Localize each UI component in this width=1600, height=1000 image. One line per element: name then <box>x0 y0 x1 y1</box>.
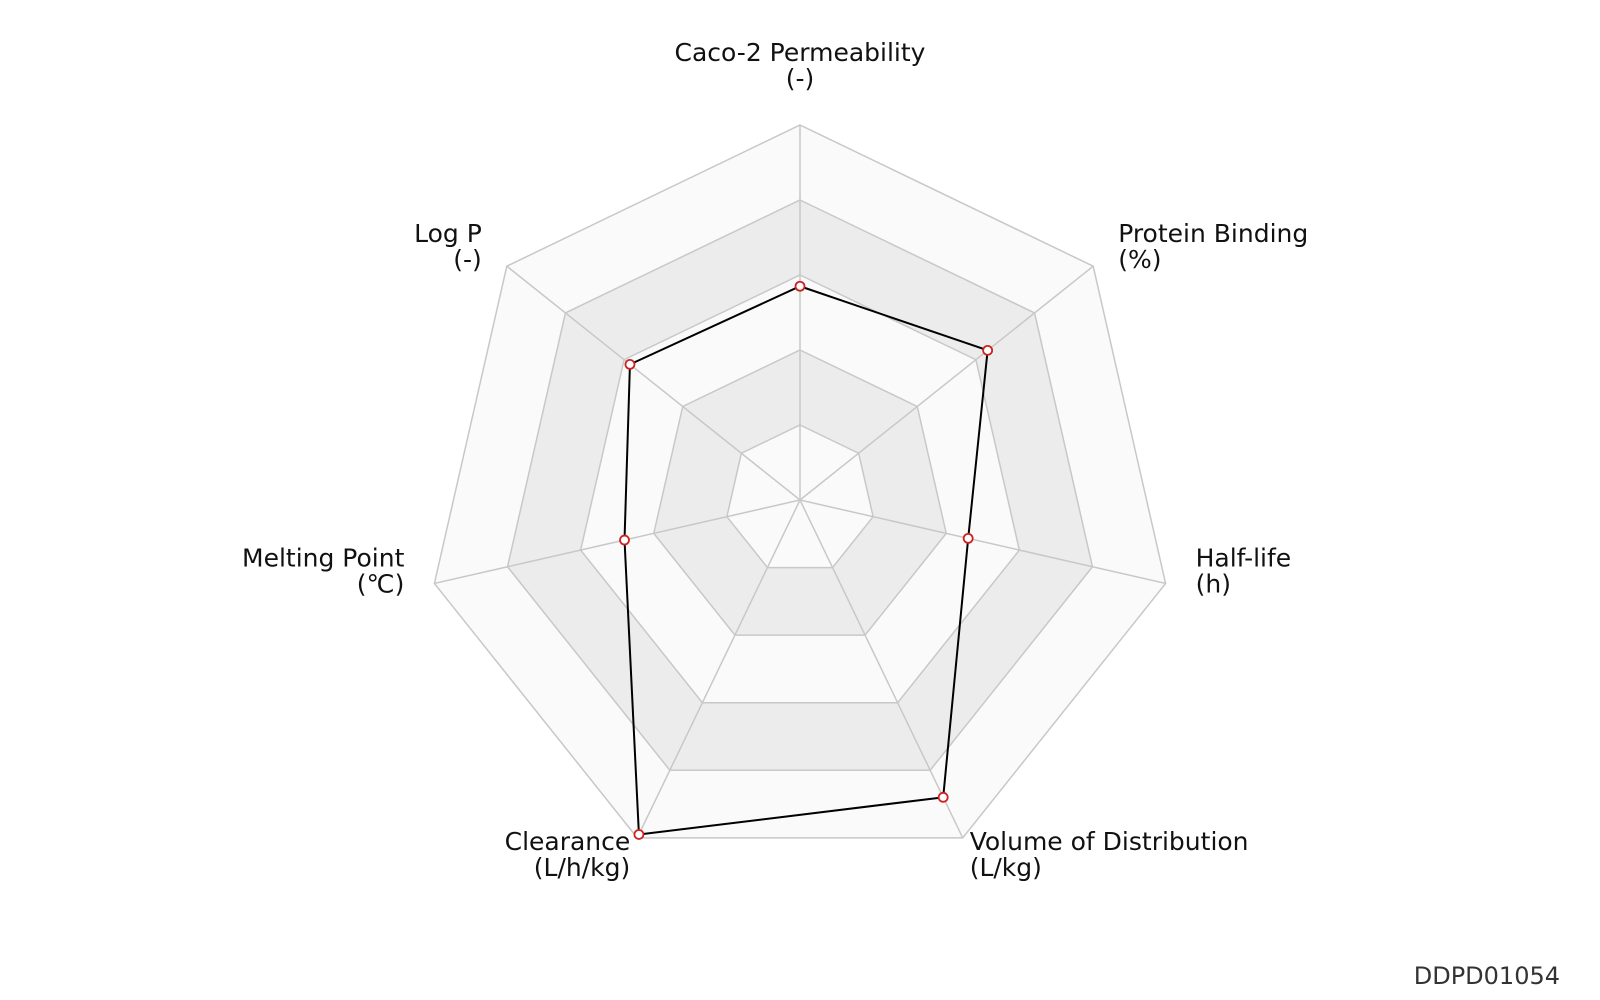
axis-unit-2: (%) <box>1118 245 1161 274</box>
axis-label-6: Melting Point (℃) <box>242 543 405 598</box>
axis-label-1: Caco-2 Permeability (-) <box>675 38 926 93</box>
axis-unit-7: (-) <box>453 245 482 274</box>
grid-spoke-2 <box>799 265 1094 501</box>
axis-name-3: Half-life <box>1196 543 1292 572</box>
data-point-7 <box>624 358 636 370</box>
data-point-3 <box>962 532 974 544</box>
grid-spoke-6 <box>434 499 801 585</box>
axis-name-5: Clearance <box>505 827 631 856</box>
axis-label-2: Protein Binding (%) <box>1118 219 1308 274</box>
data-point-6 <box>619 534 630 546</box>
axis-name-4: Volume of Distribution <box>970 827 1249 856</box>
data-point-2 <box>982 344 994 356</box>
axis-unit-3: (h) <box>1196 569 1231 598</box>
axis-label-3: Half-life (h) <box>1196 543 1292 598</box>
axis-unit-4: (L/kg) <box>970 853 1042 882</box>
grid-spoke-3 <box>799 499 1166 585</box>
series-line <box>623 285 989 836</box>
axis-label-4: Volume of Distribution (L/kg) <box>970 827 1249 882</box>
grid-spoke-7 <box>506 265 801 501</box>
axis-label-7: Log P (-) <box>414 219 482 274</box>
radar-series <box>619 280 994 840</box>
chart-id-label: DDPD01054 <box>1413 962 1560 990</box>
axis-name-7: Log P <box>414 219 482 248</box>
axis-label-5: Clearance (L/h/kg) <box>505 827 631 882</box>
axis-unit-1: (-) <box>786 64 815 93</box>
axis-name-6: Melting Point <box>242 543 405 572</box>
radar-axis-labels: Caco-2 Permeability (-)Protein Binding (%)… <box>242 38 1308 882</box>
data-point-1 <box>794 280 806 292</box>
axis-name-1: Caco-2 Permeability <box>675 38 926 67</box>
grid-spoke-5 <box>636 499 801 839</box>
data-point-4 <box>937 791 949 803</box>
grid-spoke-4 <box>799 499 964 839</box>
axis-unit-6: (℃) <box>357 569 405 598</box>
data-point-5 <box>633 829 645 840</box>
radar-grid-spokes <box>434 125 1166 839</box>
axis-name-2: Protein Binding <box>1118 219 1308 248</box>
axis-unit-5: (L/h/kg) <box>534 853 630 882</box>
